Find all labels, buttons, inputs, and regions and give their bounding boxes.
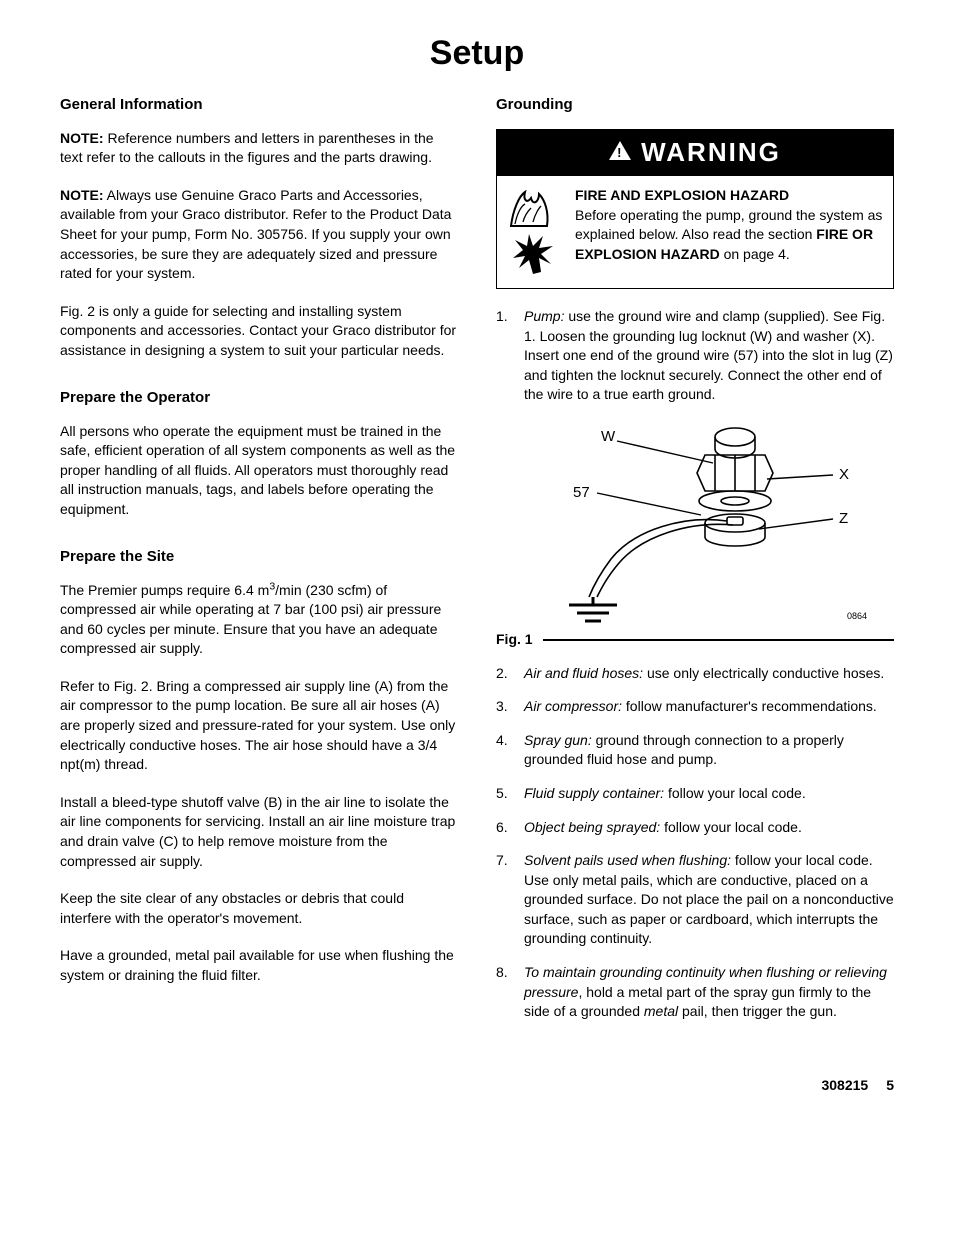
hazard-title: FIRE AND EXPLOSION HAZARD	[575, 186, 883, 206]
item-text: use the ground wire and clamp (supplied)…	[524, 308, 893, 402]
list-item: Air and fluid hoses: use only electrical…	[496, 664, 894, 684]
page-title: Setup	[60, 30, 894, 78]
prepare-site-para-2: Refer to Fig. 2. Bring a compressed air …	[60, 677, 458, 775]
figure-caption: Fig. 1	[496, 630, 533, 650]
hazard-text-b: on page 4.	[720, 246, 790, 262]
warning-text: FIRE AND EXPLOSION HAZARD Before operati…	[575, 186, 883, 278]
item-label: Object being sprayed:	[524, 819, 660, 835]
page-footer: 308215 5	[60, 1076, 894, 1096]
item-label: Pump:	[524, 308, 564, 324]
item-text: use only electrically conductive hoses.	[643, 665, 884, 681]
fig-code: 0864	[847, 611, 867, 621]
text: The Premier pumps require 6.4 m	[60, 582, 269, 598]
item-text: follow your local code.	[664, 785, 806, 801]
prepare-site-para-1: The Premier pumps require 6.4 m3/min (23…	[60, 581, 458, 659]
figure-1-svg: W 57 X Z 0864	[515, 419, 875, 624]
prepare-operator-para: All persons who operate the equipment mu…	[60, 422, 458, 520]
fire-icon	[505, 186, 561, 230]
item-label: Air compressor:	[524, 698, 622, 714]
note-text: Reference numbers and letters in parenth…	[60, 130, 434, 166]
right-column: Grounding WARNING FIRE AND EXPLOSION	[496, 94, 894, 1036]
prepare-site-para-3: Install a bleed-type shutoff valve (B) i…	[60, 793, 458, 871]
list-item: Object being sprayed: follow your local …	[496, 818, 894, 838]
hazard-icons	[505, 186, 565, 278]
note-label: NOTE:	[60, 187, 104, 203]
note-text: Always use Genuine Graco Parts and Acces…	[60, 187, 451, 281]
warning-triangle-icon	[609, 141, 631, 160]
warning-body: FIRE AND EXPLOSION HAZARD Before operati…	[497, 176, 893, 288]
grounding-steps-cont: Air and fluid hoses: use only electrical…	[496, 664, 894, 1022]
item-text-italic: metal	[644, 1003, 678, 1019]
list-item: Fluid supply container: follow your loca…	[496, 784, 894, 804]
fig-label-W: W	[601, 428, 616, 445]
item-label: Air and fluid hoses:	[524, 665, 643, 681]
fig-label-Z: Z	[839, 510, 848, 527]
fig-label-57: 57	[573, 484, 590, 501]
figure-caption-row: Fig. 1	[496, 630, 894, 650]
warning-box: WARNING FIRE AND EXPLOSION HAZARD Before…	[496, 129, 894, 289]
general-info-para-3: Fig. 2 is only a guide for selecting and…	[60, 302, 458, 361]
item-text: follow your local code.	[660, 819, 802, 835]
item-text-b: pail, then trigger the gun.	[678, 1003, 837, 1019]
heading-general-info: General Information	[60, 94, 458, 115]
item-text: follow manufacturer's recommendations.	[622, 698, 877, 714]
page-number: 5	[886, 1076, 894, 1096]
warning-label: WARNING	[641, 134, 781, 170]
heading-prepare-operator: Prepare the Operator	[60, 387, 458, 408]
two-column-layout: General Information NOTE: Reference numb…	[60, 94, 894, 1036]
explosion-icon	[505, 232, 561, 276]
list-item: Spray gun: ground through connection to …	[496, 731, 894, 770]
heading-prepare-site: Prepare the Site	[60, 546, 458, 567]
note-2: NOTE: Always use Genuine Graco Parts and…	[60, 186, 458, 284]
heading-grounding: Grounding	[496, 94, 894, 115]
note-label: NOTE:	[60, 130, 104, 146]
item-label: Fluid supply container:	[524, 785, 664, 801]
list-item: To maintain grounding continuity when fl…	[496, 963, 894, 1022]
list-item: Air compressor: follow manufacturer's re…	[496, 697, 894, 717]
doc-number: 308215	[821, 1076, 868, 1096]
note-1: NOTE: Reference numbers and letters in p…	[60, 129, 458, 168]
item-label: Solvent pails used when flushing:	[524, 852, 731, 868]
list-item: Solvent pails used when flushing: follow…	[496, 851, 894, 949]
grounding-steps: Pump: use the ground wire and clamp (sup…	[496, 307, 894, 405]
list-item: Pump: use the ground wire and clamp (sup…	[496, 307, 894, 405]
figure-1: W 57 X Z 0864 Fig. 1	[496, 419, 894, 650]
left-column: General Information NOTE: Reference numb…	[60, 94, 458, 1036]
fig-label-X: X	[839, 466, 849, 483]
item-label: Spray gun:	[524, 732, 592, 748]
prepare-site-para-5: Have a grounded, metal pail available fo…	[60, 946, 458, 985]
warning-banner: WARNING	[497, 129, 893, 176]
figure-rule	[543, 639, 894, 641]
prepare-site-para-4: Keep the site clear of any obstacles or …	[60, 889, 458, 928]
